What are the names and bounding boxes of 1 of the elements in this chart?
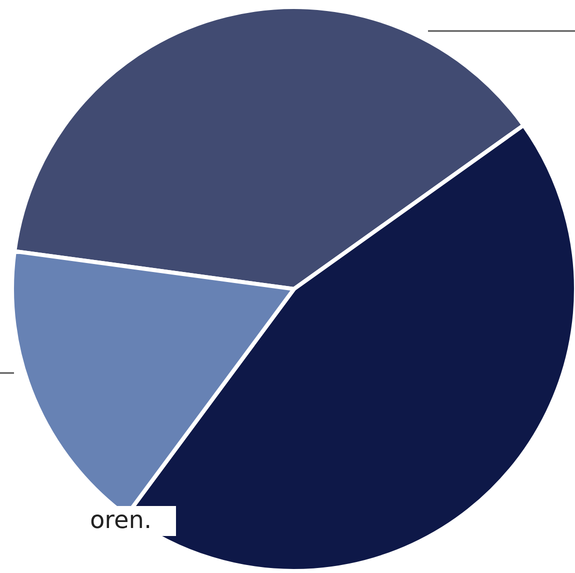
text: oren.: [90, 506, 152, 534]
